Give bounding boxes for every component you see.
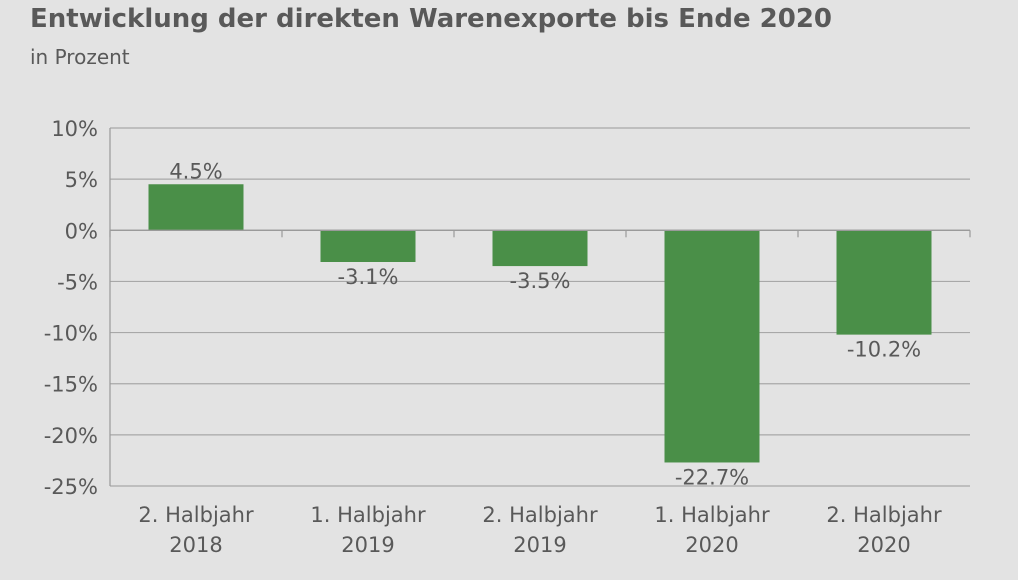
x-category-label: 2020 (685, 533, 738, 557)
bar (148, 184, 244, 231)
data-label: 4.5% (169, 159, 222, 183)
x-category-label: 2. Halbjahr (482, 503, 598, 527)
x-category-label: 1. Halbjahr (654, 503, 770, 527)
y-tick-label: 0% (65, 219, 98, 243)
y-tick-label: -5% (57, 270, 98, 294)
bar (664, 230, 760, 463)
bar (492, 230, 588, 267)
x-category-label: 2020 (857, 533, 910, 557)
chart-title: Entwicklung der direkten Warenexporte bi… (30, 4, 833, 34)
x-category-label: 1. Halbjahr (310, 503, 426, 527)
bar (836, 230, 932, 335)
y-tick-label: -10% (44, 322, 98, 346)
y-tick-label: -20% (44, 424, 98, 448)
x-category-label: 2. Halbjahr (138, 503, 254, 527)
data-label: -3.1% (338, 265, 399, 289)
data-label: -10.2% (847, 338, 921, 362)
bar (320, 230, 416, 262)
x-category-label: 2019 (513, 533, 566, 557)
x-category-label: 2018 (169, 533, 222, 557)
data-label: -3.5% (510, 269, 571, 293)
x-category-label: 2. Halbjahr (826, 503, 942, 527)
data-label: -22.7% (675, 465, 749, 489)
x-category-label: 2019 (341, 533, 394, 557)
y-tick-label: -15% (44, 373, 98, 397)
y-tick-label: 5% (65, 168, 98, 192)
chart-subtitle: in Prozent (30, 45, 130, 69)
y-tick-label: 10% (51, 117, 98, 141)
y-tick-label: -25% (44, 475, 98, 499)
